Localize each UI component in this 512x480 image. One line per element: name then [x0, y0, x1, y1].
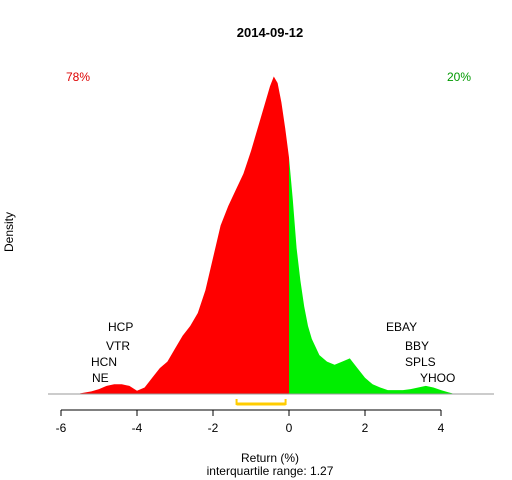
annotations: HCP VTR HCN NE EBAY BBY SPLS YHOO: [91, 320, 455, 385]
density-areas: [80, 76, 453, 394]
y-axis-label: Density: [2, 212, 16, 252]
positive-density-area: [289, 157, 453, 394]
positive-share-label: 20%: [447, 70, 471, 84]
x-tick-label: -4: [132, 421, 143, 435]
annotation-right-2: BBY: [405, 339, 429, 353]
negative-share-label: 78%: [66, 70, 90, 84]
chart-title: 2014-09-12: [237, 25, 304, 40]
annotation-left-3: HCN: [91, 355, 117, 369]
annotation-right-3: SPLS: [405, 355, 436, 369]
annotation-left-2: VTR: [106, 339, 130, 353]
x-tick-label: -2: [208, 421, 219, 435]
annotation-right-4: YHOO: [420, 371, 455, 385]
iqr-bar: [235, 399, 287, 406]
x-tick-label: -6: [56, 421, 67, 435]
x-axis-label: Return (%): [241, 451, 299, 465]
x-tick-label: 2: [362, 421, 369, 435]
annotation-right-1: EBAY: [386, 320, 417, 334]
negative-density-area: [80, 76, 289, 394]
x-axis: -6 -4 -2 0 2 4: [56, 409, 445, 435]
x-tick-label: 4: [438, 421, 445, 435]
annotation-left-4: NE: [92, 371, 109, 385]
chart-subtitle: interquartile range: 1.27: [207, 464, 334, 478]
x-tick-label: 0: [286, 421, 293, 435]
annotation-left-1: HCP: [108, 320, 133, 334]
